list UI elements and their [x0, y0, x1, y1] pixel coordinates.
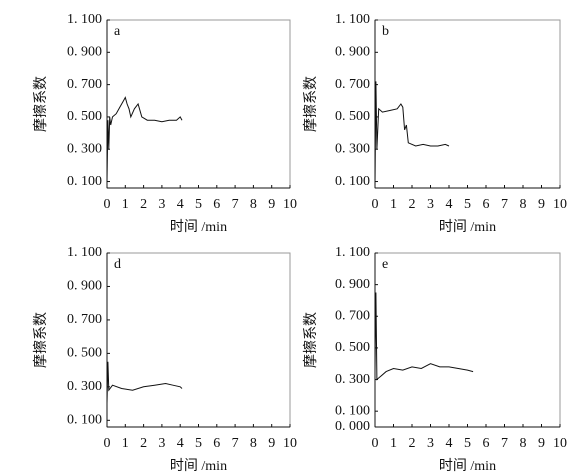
y-tick-label: 0. 500 [67, 346, 102, 361]
y-tick-label: 0. 100 [67, 174, 102, 189]
friction-line [106, 361, 183, 404]
panel-label: a [114, 24, 121, 39]
friction-line [106, 96, 183, 182]
x-tick-label: 3 [427, 197, 434, 212]
x-tick-label: 5 [464, 197, 471, 212]
y-tick-label: 1. 100 [335, 245, 370, 260]
x-tick-label: 1 [122, 436, 129, 451]
x-tick-label: 3 [158, 436, 165, 451]
x-tick-label: 10 [283, 436, 297, 451]
x-tick-label: 4 [446, 197, 453, 212]
x-axis-label: 时间 /min [439, 458, 496, 474]
x-tick-label: 7 [501, 197, 508, 212]
y-tick-label: 0. 300 [335, 372, 370, 387]
y-axis-label: 摩擦系数 [32, 312, 49, 368]
x-tick-label: 8 [250, 436, 257, 451]
plot-frame [374, 19, 561, 189]
x-tick-label: 5 [464, 436, 471, 451]
x-tick-label: 5 [195, 436, 202, 451]
x-tick-label: 4 [177, 197, 184, 212]
y-axis-label: 摩擦系数 [32, 76, 49, 132]
x-tick-label: 8 [520, 436, 527, 451]
x-axis-label: 时间 /min [170, 458, 227, 474]
y-tick-label: 0. 100 [335, 403, 370, 418]
x-tick-label: 5 [195, 197, 202, 212]
x-tick-label: 1 [122, 197, 129, 212]
y-tick-label: 0. 900 [335, 277, 370, 292]
x-tick-label: 8 [250, 197, 257, 212]
y-tick-label: 0. 700 [335, 77, 370, 92]
y-tick-label: 0. 000 [335, 419, 370, 434]
x-tick-label: 0 [372, 436, 379, 451]
y-tick-label: 0. 300 [67, 141, 102, 156]
x-tick-label: 1 [390, 436, 397, 451]
y-tick-label: 0. 900 [67, 45, 102, 60]
y-tick-label: 0. 100 [67, 413, 102, 428]
y-tick-label: 0. 900 [67, 279, 102, 294]
x-tick-label: 9 [268, 436, 275, 451]
y-axis-label: 摩擦系数 [302, 76, 319, 132]
x-tick-label: 3 [427, 436, 434, 451]
x-tick-label: 7 [232, 436, 239, 451]
panel-label: b [382, 24, 389, 39]
y-tick-label: 0. 500 [335, 340, 370, 355]
y-tick-label: 0. 500 [67, 109, 102, 124]
y-tick-label: 0. 900 [335, 45, 370, 60]
x-tick-label: 4 [177, 436, 184, 451]
plot-frame [106, 252, 291, 428]
x-tick-label: 7 [232, 197, 239, 212]
y-tick-label: 1. 100 [67, 12, 102, 27]
x-tick-label: 1 [390, 197, 397, 212]
x-tick-label: 8 [520, 197, 527, 212]
x-axis-label: 时间 /min [170, 219, 227, 235]
panel-label: d [114, 257, 121, 272]
plot-frame [106, 19, 291, 189]
x-tick-label: 0 [372, 197, 379, 212]
x-tick-label: 3 [158, 197, 165, 212]
y-tick-label: 0. 700 [67, 312, 102, 327]
x-tick-label: 10 [553, 436, 567, 451]
x-tick-label: 9 [268, 197, 275, 212]
y-tick-label: 0. 300 [67, 379, 102, 394]
friction-line [374, 292, 474, 381]
x-tick-label: 10 [553, 197, 567, 212]
x-tick-label: 0 [104, 197, 111, 212]
x-tick-label: 2 [409, 197, 416, 212]
x-tick-label: 10 [283, 197, 297, 212]
x-tick-label: 2 [409, 436, 416, 451]
y-tick-label: 0. 300 [335, 141, 370, 156]
x-tick-label: 9 [538, 197, 545, 212]
x-tick-label: 2 [140, 197, 147, 212]
x-tick-label: 6 [483, 197, 490, 212]
y-tick-label: 0. 700 [67, 77, 102, 92]
y-tick-label: 0. 100 [335, 174, 370, 189]
x-tick-label: 9 [538, 436, 545, 451]
y-tick-label: 0. 700 [335, 308, 370, 323]
y-tick-label: 0. 500 [335, 109, 370, 124]
x-tick-label: 2 [140, 436, 147, 451]
y-tick-label: 1. 100 [67, 245, 102, 260]
y-tick-label: 1. 100 [335, 12, 370, 27]
x-tick-label: 6 [483, 436, 490, 451]
x-tick-label: 4 [446, 436, 453, 451]
x-tick-label: 6 [213, 197, 220, 212]
x-tick-label: 0 [104, 436, 111, 451]
x-axis-label: 时间 /min [439, 219, 496, 235]
friction-line [374, 81, 450, 187]
plot-frame [374, 252, 561, 428]
panel-label: e [382, 257, 388, 272]
y-axis-label: 摩擦系数 [302, 312, 319, 368]
x-tick-label: 6 [213, 436, 220, 451]
x-tick-label: 7 [501, 436, 508, 451]
